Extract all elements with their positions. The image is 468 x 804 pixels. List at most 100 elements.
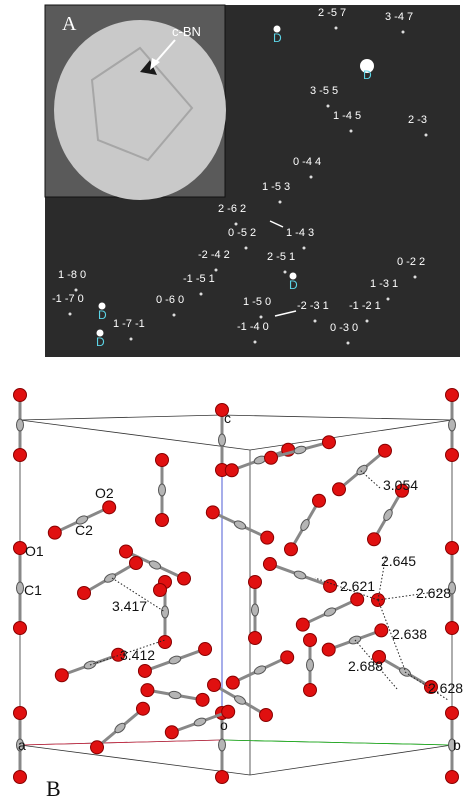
spot-label: 3 -5 5 xyxy=(310,85,338,97)
carbon-atom xyxy=(168,691,181,700)
oxygen-atom xyxy=(324,579,337,592)
oxygen-atom xyxy=(296,618,309,631)
axis-label: a xyxy=(18,737,26,753)
figure: c-BN A B 2 -5 73 -4 73 -5 51 -4 52 -30 -… xyxy=(0,0,468,804)
spot-label: 3 -4 7 xyxy=(385,11,413,23)
panel-label: A xyxy=(62,13,77,35)
d-marker: D xyxy=(96,335,105,349)
distance-label: 2.645 xyxy=(381,553,416,569)
spot-label: -1 -4 0 xyxy=(237,321,269,333)
distance-label: 2.688 xyxy=(348,658,383,674)
axis-label: o xyxy=(220,717,228,733)
oxygen-atom xyxy=(91,741,104,754)
distance-label: 2.628 xyxy=(416,585,451,601)
spot xyxy=(260,316,263,319)
oxygen-atom xyxy=(368,533,381,546)
oxygen-atom xyxy=(119,545,132,558)
spot xyxy=(279,201,282,204)
spot xyxy=(350,130,353,133)
oxygen-atom xyxy=(156,514,169,527)
spot-label: 1 -8 0 xyxy=(58,269,86,281)
spot xyxy=(254,341,257,344)
oxygen-atom xyxy=(48,526,61,539)
oxygen-atom xyxy=(263,558,276,571)
carbon-atom xyxy=(252,604,259,616)
oxygen-atom xyxy=(156,454,169,467)
spot xyxy=(245,247,248,250)
oxygen-atom xyxy=(78,587,91,600)
oxygen-atom xyxy=(14,771,27,784)
cell-edge xyxy=(20,740,222,745)
oxygen-atom xyxy=(446,771,459,784)
distance-label: 3.417 xyxy=(112,598,147,614)
distance-label: 3.054 xyxy=(383,477,418,493)
cell-edge xyxy=(20,415,222,420)
oxygen-atom xyxy=(14,389,27,402)
spot-label: -1 -7 0 xyxy=(52,293,84,305)
spot xyxy=(310,176,313,179)
oxygen-atom xyxy=(206,506,219,519)
carbon-atom xyxy=(148,559,162,570)
spot-label: -2 -3 1 xyxy=(297,300,329,312)
oxygen-atom xyxy=(225,464,238,477)
distance-label: 2.638 xyxy=(392,626,427,642)
d-marker: D xyxy=(273,31,282,45)
spot-label: 1 -3 1 xyxy=(370,278,398,290)
oxygen-atom xyxy=(261,531,274,544)
oxygen-atom xyxy=(313,494,326,507)
inset-label: c-BN xyxy=(172,24,201,39)
oxygen-atom xyxy=(136,702,149,715)
oxygen-atom xyxy=(265,451,278,464)
spot-label: 0 -3 0 xyxy=(330,322,358,334)
oxygen-atom xyxy=(322,643,335,656)
spot-label: -1 -2 1 xyxy=(349,300,381,312)
distance-label: 2.621 xyxy=(340,578,375,594)
atom-label: O1 xyxy=(25,543,44,559)
oxygen-atom xyxy=(333,483,346,496)
spot-label: -2 -4 2 xyxy=(198,249,230,261)
spot-label: -1 -5 1 xyxy=(183,273,215,285)
spot xyxy=(215,269,218,272)
oxygen-atom xyxy=(446,542,459,555)
oxygen-atom xyxy=(446,449,459,462)
oxygen-atom xyxy=(154,584,167,597)
spot-label: 1 -4 3 xyxy=(286,227,314,239)
spot-label: 0 -6 0 xyxy=(156,294,184,306)
carbon-atom xyxy=(233,519,247,530)
oxygen-atom xyxy=(165,726,178,739)
spot-label: 2 -5 7 xyxy=(318,7,346,19)
distance-label: 3.412 xyxy=(120,647,155,663)
carbon-atom xyxy=(219,739,226,751)
spot-label: 2 -3 xyxy=(408,114,427,126)
spot-label: 1 -7 -1 xyxy=(113,318,145,330)
spot xyxy=(335,27,338,30)
spot xyxy=(235,223,238,226)
d-marker: D xyxy=(363,68,372,82)
carbon-atom xyxy=(159,484,166,496)
oxygen-atom xyxy=(304,684,317,697)
carbon-atom xyxy=(17,582,24,594)
oxygen-atom xyxy=(446,622,459,635)
oxygen-atom xyxy=(14,622,27,635)
spot xyxy=(69,313,72,316)
cell-edge xyxy=(250,745,452,775)
cell-edge xyxy=(20,420,250,450)
spot xyxy=(200,293,203,296)
oxygen-atom xyxy=(446,707,459,720)
molecules xyxy=(14,389,459,784)
oxygen-atom xyxy=(351,593,364,606)
spot xyxy=(173,314,176,317)
spot-label: 1 -5 0 xyxy=(243,296,271,308)
carbon-atom xyxy=(193,717,207,728)
cell-edge xyxy=(222,740,452,745)
oxygen-atom xyxy=(199,643,212,656)
oxygen-atom xyxy=(249,576,262,589)
oxygen-atom xyxy=(259,709,272,722)
spot xyxy=(347,342,350,345)
panel-label: B xyxy=(46,776,61,801)
d-marker: D xyxy=(289,278,298,292)
oxygen-atom xyxy=(14,707,27,720)
carbon-atom xyxy=(293,570,307,581)
axis-label: c xyxy=(224,410,231,426)
oxygen-atom xyxy=(378,444,391,457)
